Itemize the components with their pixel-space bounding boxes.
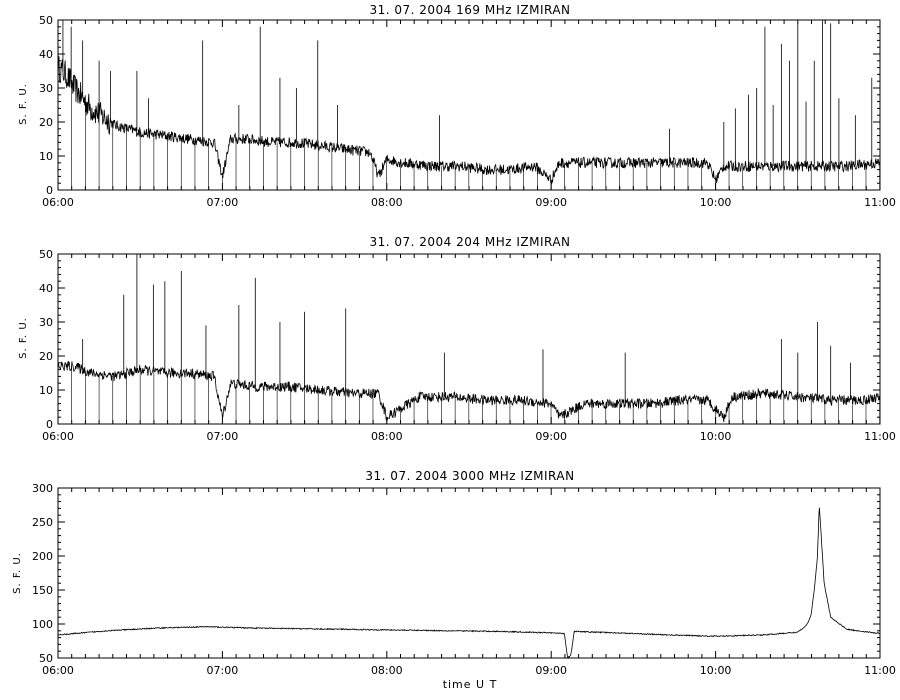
plot-frame	[57, 487, 881, 659]
y-tick-label: 250	[32, 516, 53, 529]
y-tick-label: 40	[39, 48, 53, 61]
plot-area	[57, 254, 881, 424]
y-tick-label: 10	[39, 150, 53, 163]
chart-title: 31. 07. 2004 204 MHz IZMIRAN	[369, 235, 570, 249]
y-axis-label: S. F. U.	[18, 83, 29, 125]
x-tick-label: 06:00	[42, 664, 74, 677]
x-tick-label: 06:00	[42, 196, 74, 209]
x-tick-label: 09:00	[535, 664, 567, 677]
x-axis-label: time U T	[443, 678, 498, 691]
x-tick-label: 09:00	[535, 196, 567, 209]
x-tick-label: 07:00	[207, 430, 239, 443]
x-tick-label: 10:00	[700, 664, 732, 677]
chart-title: 31. 07. 2004 3000 MHz IZMIRAN	[365, 469, 574, 483]
y-tick-label: 100	[32, 618, 53, 631]
plot-frame	[57, 19, 881, 191]
x-tick-label: 07:00	[207, 664, 239, 677]
y-tick-label: 20	[39, 116, 53, 129]
x-tick-label: 08:00	[371, 196, 403, 209]
plot-frame	[57, 253, 881, 425]
x-tick-label: 11:00	[864, 196, 896, 209]
chart-panel-3000mhz: 31. 07. 2004 3000 MHz IZMIRAN S. F. U. 0…	[12, 469, 896, 677]
series-line	[57, 507, 881, 659]
y-tick-label: 0	[46, 184, 53, 197]
chart-panel-204mhz: 31. 07. 2004 204 MHz IZMIRAN S. F. U. 06…	[18, 235, 896, 443]
axis-ticks: 06:00 07:00 08:00 09:00 10:00 11:00 0 10 20 30 40 5…	[39, 248, 896, 443]
x-tick-label: 10:00	[700, 430, 732, 443]
y-tick-label: 30	[39, 82, 53, 95]
y-axis-label: S. F. U.	[12, 552, 23, 594]
y-tick-label: 10	[39, 384, 53, 397]
y-axis-label: S. F. U.	[18, 317, 29, 359]
x-tick-label: 06:00	[42, 430, 74, 443]
chart-panel-169mhz: 31. 07. 2004 169 MHz IZMIRAN S. F. U. 06…	[18, 3, 896, 209]
x-tick-label: 08:00	[371, 664, 403, 677]
x-tick-label: 07:00	[207, 196, 239, 209]
chart-title: 31. 07. 2004 169 MHz IZMIRAN	[369, 3, 570, 17]
y-tick-label: 40	[39, 282, 53, 295]
y-tick-label: 50	[39, 652, 53, 665]
y-tick-label: 0	[46, 418, 53, 431]
y-tick-label: 300	[32, 482, 53, 495]
x-tick-label: 08:00	[371, 430, 403, 443]
y-tick-label: 200	[32, 550, 53, 563]
y-tick-label: 20	[39, 350, 53, 363]
y-tick-label: 50	[39, 14, 53, 27]
y-tick-label: 150	[32, 584, 53, 597]
x-tick-label: 11:00	[864, 430, 896, 443]
y-tick-label: 50	[39, 248, 53, 261]
plot-area	[57, 507, 881, 659]
axis-ticks: 06:00 07:00 08:00 09:00 10:00 11:00 50 100 150 20…	[32, 482, 896, 677]
x-tick-label: 10:00	[700, 196, 732, 209]
x-tick-label: 09:00	[535, 430, 567, 443]
plot-area	[57, 20, 881, 190]
x-tick-label: 11:00	[864, 664, 896, 677]
y-tick-label: 30	[39, 316, 53, 329]
